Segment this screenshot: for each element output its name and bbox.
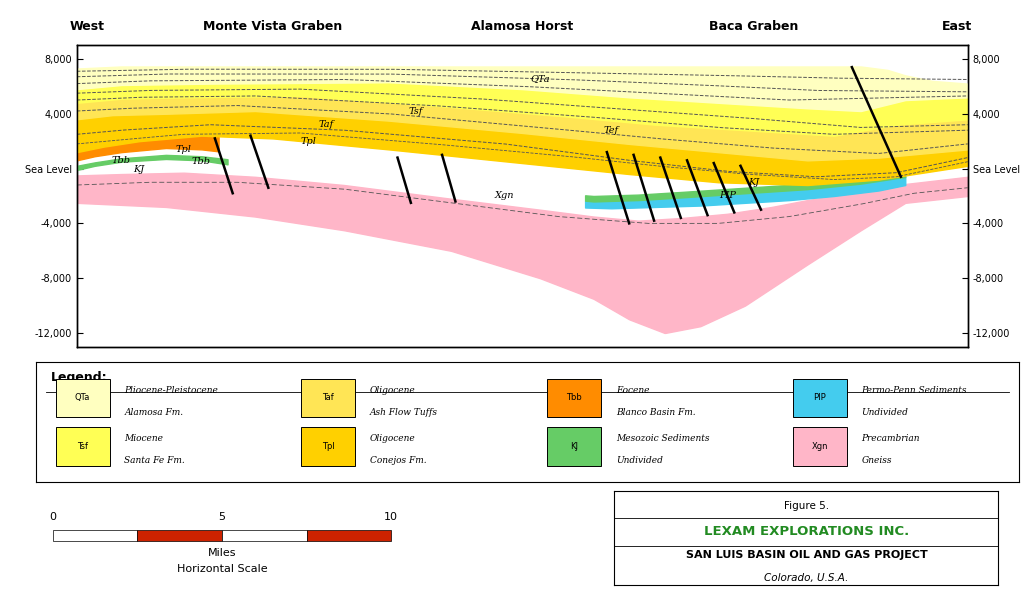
- Text: PIP: PIP: [719, 192, 735, 200]
- Bar: [53, 529, 137, 541]
- Text: Blanco Basin Fm.: Blanco Basin Fm.: [615, 408, 695, 417]
- Bar: [137, 529, 222, 541]
- Text: East: East: [942, 20, 972, 33]
- Text: KJ: KJ: [749, 178, 760, 187]
- Text: West: West: [70, 20, 105, 33]
- Text: Xgn: Xgn: [812, 442, 828, 450]
- Text: Figure 5.: Figure 5.: [783, 500, 829, 511]
- Text: Horizontal Scale: Horizontal Scale: [176, 564, 267, 575]
- Text: QTa: QTa: [75, 394, 90, 402]
- FancyBboxPatch shape: [547, 427, 601, 466]
- Text: Oligocene: Oligocene: [370, 435, 416, 443]
- Text: Precambrian: Precambrian: [861, 435, 921, 443]
- Text: KJ: KJ: [133, 165, 144, 174]
- Text: Undivided: Undivided: [615, 456, 663, 465]
- Text: Alamosa Fm.: Alamosa Fm.: [124, 408, 183, 417]
- Text: 10: 10: [384, 513, 398, 522]
- Text: Tbb: Tbb: [193, 157, 211, 166]
- Text: Gneiss: Gneiss: [861, 456, 892, 465]
- Text: PIP: PIP: [813, 394, 826, 402]
- Text: Tbb: Tbb: [566, 394, 582, 402]
- Text: Miocene: Miocene: [124, 435, 163, 443]
- Text: SAN LUIS BASIN OIL AND GAS PROJECT: SAN LUIS BASIN OIL AND GAS PROJECT: [685, 551, 928, 560]
- Text: Oligocene: Oligocene: [370, 387, 416, 395]
- Text: Tpl: Tpl: [176, 145, 191, 154]
- Text: Eocene: Eocene: [615, 387, 649, 395]
- Text: Conejos Fm.: Conejos Fm.: [370, 456, 427, 465]
- Text: 0: 0: [49, 513, 56, 522]
- FancyBboxPatch shape: [793, 427, 847, 466]
- Text: 5: 5: [218, 513, 225, 522]
- FancyBboxPatch shape: [301, 427, 355, 466]
- Text: Ash Flow Tuffs: Ash Flow Tuffs: [370, 408, 438, 417]
- Text: QTa: QTa: [530, 74, 550, 83]
- Text: Permo-Penn Sediments: Permo-Penn Sediments: [861, 387, 967, 395]
- FancyBboxPatch shape: [55, 379, 110, 417]
- Text: Undivided: Undivided: [861, 408, 908, 417]
- FancyBboxPatch shape: [55, 427, 110, 466]
- Text: Tef: Tef: [604, 125, 618, 134]
- Text: Taf: Taf: [323, 394, 334, 402]
- FancyBboxPatch shape: [547, 379, 601, 417]
- Text: Monte Vista Graben: Monte Vista Graben: [203, 20, 342, 33]
- Text: Tsf: Tsf: [409, 107, 423, 116]
- Text: Taf: Taf: [318, 120, 334, 129]
- Text: Pliocene-Pleistocene: Pliocene-Pleistocene: [124, 387, 218, 395]
- Text: Tbb: Tbb: [112, 156, 131, 165]
- Text: Mesozoic Sediments: Mesozoic Sediments: [615, 435, 710, 443]
- Text: Santa Fe Fm.: Santa Fe Fm.: [124, 456, 185, 465]
- Text: Tsf: Tsf: [77, 442, 88, 450]
- Text: Legend:: Legend:: [50, 371, 108, 385]
- Text: Miles: Miles: [208, 548, 237, 558]
- FancyBboxPatch shape: [301, 379, 355, 417]
- Text: Xgn: Xgn: [495, 192, 514, 200]
- Bar: [222, 529, 306, 541]
- FancyBboxPatch shape: [793, 379, 847, 417]
- Text: Colorado, U.S.A.: Colorado, U.S.A.: [764, 573, 849, 582]
- Text: Baca Graben: Baca Graben: [710, 20, 799, 33]
- Text: Tpl: Tpl: [322, 442, 335, 450]
- Bar: [306, 529, 391, 541]
- Text: Alamosa Horst: Alamosa Horst: [471, 20, 573, 33]
- Text: KJ: KJ: [570, 442, 579, 450]
- Text: Tpl: Tpl: [300, 137, 316, 146]
- Text: LEXAM EXPLORATIONS INC.: LEXAM EXPLORATIONS INC.: [703, 525, 909, 538]
